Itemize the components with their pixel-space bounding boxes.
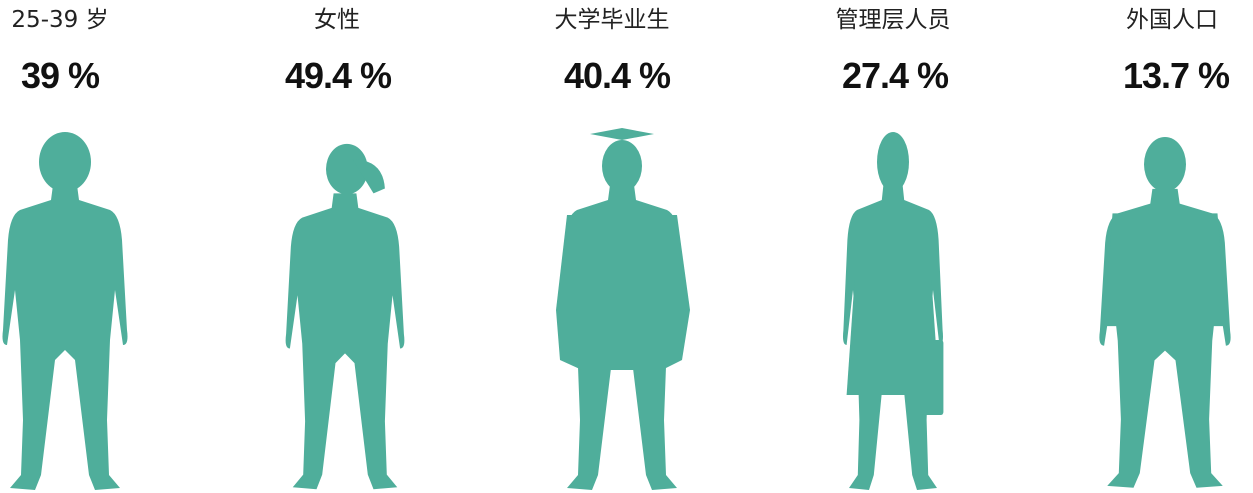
infographic: 25-39 岁 39 % 女性 49.4 % 大学毕业生 40.4 % 管理层人… <box>0 0 1253 493</box>
silhouette <box>843 132 943 490</box>
item-label: 大学毕业生 <box>555 7 670 33</box>
silhouette <box>3 132 128 490</box>
item: 大学毕业生 40.4 % <box>555 7 691 490</box>
item-value: 13.7 % <box>1123 55 1230 96</box>
item-label: 外国人口 <box>1126 7 1218 33</box>
silhouette <box>1099 137 1230 488</box>
item-label: 25-39 岁 <box>11 7 108 33</box>
item-value: 40.4 % <box>564 55 671 96</box>
item-label: 女性 <box>314 7 360 33</box>
item-value: 49.4 % <box>285 55 392 96</box>
silhouette <box>556 128 690 490</box>
item: 女性 49.4 % <box>285 7 404 489</box>
item: 管理层人员 27.4 % <box>836 7 951 490</box>
item: 25-39 岁 39 % <box>3 7 128 490</box>
item: 外国人口 13.7 % <box>1099 7 1230 488</box>
item-value: 27.4 % <box>842 55 949 96</box>
silhouette <box>286 144 405 489</box>
item-label: 管理层人员 <box>836 7 951 33</box>
item-value: 39 % <box>21 55 100 96</box>
